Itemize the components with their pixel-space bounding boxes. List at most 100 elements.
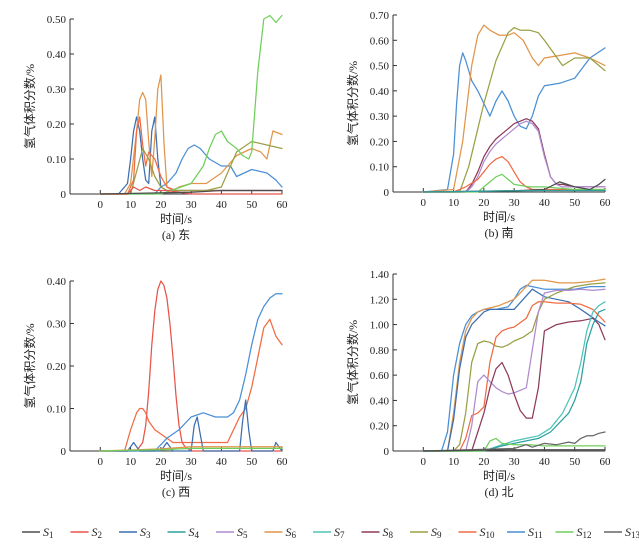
panel-3: 0 0.10 0.20 0.30 0.40 0 10 20 30 40 50 60 时间/s (c) 西 氢…	[22, 276, 288, 499]
legend-label: S10	[480, 525, 496, 540]
series-line-s2	[99, 186, 283, 195]
legend-item-s5: S5	[216, 525, 248, 540]
x-axis-label: 时间/s	[160, 212, 192, 226]
panel-1: 0 0.10 0.20 0.30 0.40 0.50 0 10 20 30 40 50 60 时间/s (a…	[22, 14, 288, 242]
series-line-s1	[99, 189, 283, 195]
panel-caption: (c) 西	[162, 485, 190, 499]
legend-label: S12	[577, 525, 592, 540]
y-tick-label: 0.40	[47, 276, 67, 288]
legend-label: S7	[334, 525, 345, 540]
y-axis-label: 氢气体积分数/%	[345, 320, 360, 405]
series-line-s2	[99, 280, 283, 452]
series-line-s10	[99, 318, 283, 452]
series-line-s9	[99, 140, 283, 195]
legend-item-s10: S10	[458, 525, 496, 540]
panel-caption: (a) 东	[162, 228, 190, 242]
legend-item-s11: S11	[507, 525, 543, 540]
legend-item-s13: S13	[604, 525, 639, 540]
series-line-s1	[422, 449, 606, 452]
legend-label: S5	[237, 525, 248, 540]
x-tick-label: 20	[478, 456, 490, 468]
series-line-s11	[422, 47, 606, 193]
y-tick-label: 0.40	[370, 395, 390, 407]
series-line-s3	[99, 399, 283, 452]
y-tick-label: 0.20	[47, 119, 67, 131]
series-line-s13	[422, 431, 606, 452]
legend-item-s12: S12	[555, 525, 592, 540]
y-tick-label: 0	[384, 187, 390, 199]
panel-caption: (b) 南	[485, 225, 514, 240]
y-tick-label: 0	[61, 189, 67, 201]
x-tick-label: 30	[186, 199, 198, 211]
y-axis-label: 氢气体积分数/%	[22, 323, 37, 408]
x-tick-label: 30	[509, 197, 521, 209]
x-tick-label: 40	[539, 197, 551, 209]
y-tick-label: 0.60	[370, 35, 390, 47]
x-tick-label: 10	[448, 197, 460, 209]
series-line-s9	[422, 282, 606, 452]
y-tick-label: 0.10	[370, 162, 390, 174]
y-tick-label: 0.70	[370, 10, 390, 22]
x-tick-label: 10	[125, 199, 137, 211]
series-line-s11	[99, 144, 283, 195]
series-line-s12	[99, 14, 283, 195]
y-tick-label: 0.60	[370, 370, 390, 382]
y-tick-label: 1.20	[370, 294, 390, 306]
y-tick-label: 0	[61, 446, 67, 458]
legend-label: S9	[431, 525, 442, 540]
panel-4: 0 0.20 0.40 0.60 0.80 1.00 1.20 1.40 0 10 20 30 40 50…	[345, 269, 611, 499]
x-tick-label: 40	[216, 456, 228, 468]
legend-item-s8: S8	[361, 525, 394, 540]
x-tick-label: 40	[539, 456, 551, 468]
x-tick-label: 0	[421, 456, 427, 468]
y-tick-label: 0.10	[47, 154, 67, 166]
x-tick-label: 30	[509, 456, 521, 468]
x-tick-label: 50	[569, 456, 581, 468]
y-tick-label: 0.30	[47, 84, 67, 96]
legend-label: S8	[383, 525, 394, 540]
legend-label: S11	[528, 525, 543, 540]
x-tick-label: 20	[478, 197, 490, 209]
y-tick-label: 1.00	[370, 320, 390, 332]
panel-2: 0 0.10 0.20 0.30 0.40 0.50 0.60 0.70 0 10 20 30 40 50…	[345, 10, 611, 240]
x-tick-label: 0	[98, 456, 104, 468]
legend-label: S13	[625, 525, 639, 540]
y-tick-label: 0.80	[370, 345, 390, 357]
y-axis-label: 氢气体积分数/%	[345, 61, 360, 146]
panel-caption: (d) 北	[485, 485, 514, 499]
legend-item-s6: S6	[264, 525, 297, 540]
x-tick-label: 60	[600, 197, 612, 209]
series-line-s6	[422, 278, 606, 452]
x-tick-label: 20	[155, 199, 167, 211]
series-line-s6	[99, 74, 283, 195]
x-tick-label: 20	[155, 456, 167, 468]
legend-label: S4	[189, 525, 200, 540]
series-line-s6	[99, 446, 283, 452]
y-tick-label: 0.30	[370, 111, 390, 123]
y-tick-label: 0.20	[370, 421, 390, 433]
y-tick-label: 0.50	[47, 14, 67, 26]
x-tick-label: 0	[98, 199, 104, 211]
series-line-s4	[422, 189, 606, 193]
series-line-s12	[422, 437, 606, 452]
y-tick-label: 0.40	[370, 86, 390, 98]
x-tick-label: 10	[125, 456, 137, 468]
x-tick-label: 10	[448, 456, 460, 468]
series-line-s4	[422, 308, 606, 452]
legend-item-s9: S9	[410, 525, 442, 540]
series-line-s9	[422, 26, 606, 193]
y-tick-label: 0.20	[370, 136, 390, 148]
y-tick-label: 0.50	[370, 61, 390, 73]
legend-label: S6	[286, 525, 297, 540]
series-line-s8	[422, 317, 606, 452]
x-tick-label: 50	[246, 456, 258, 468]
series-line-s6	[422, 24, 606, 193]
series-line-s12	[99, 447, 283, 452]
legend-label: S3	[140, 525, 151, 540]
legend-label: S2	[92, 525, 103, 540]
series-line-s5	[422, 288, 606, 452]
x-tick-label: 0	[421, 197, 427, 209]
x-axis-label: 时间/s	[483, 210, 515, 224]
x-axis-label: 时间/s	[160, 469, 192, 483]
